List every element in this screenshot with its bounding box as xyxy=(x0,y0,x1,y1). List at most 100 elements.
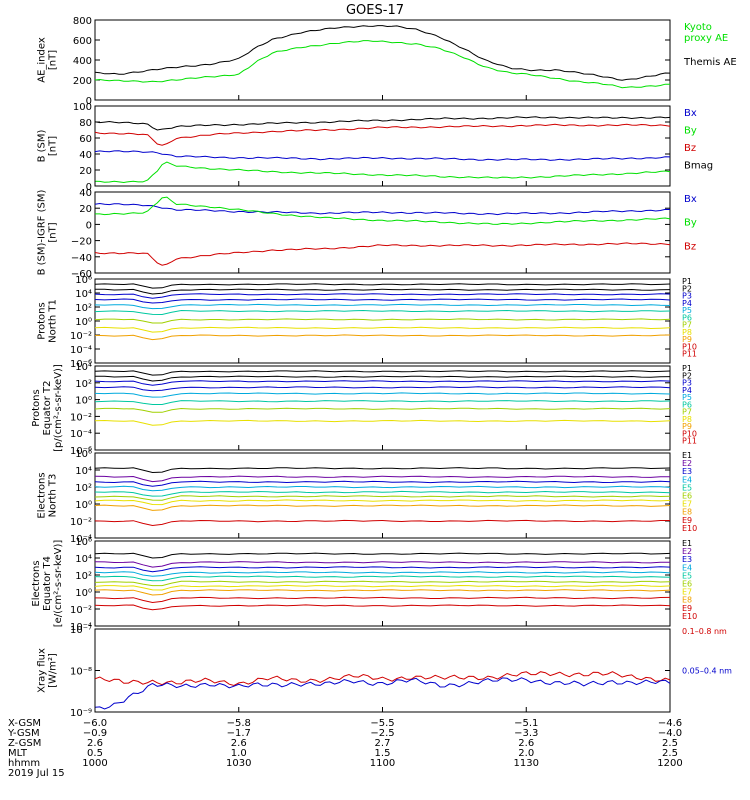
legend-label: Bx xyxy=(684,194,697,205)
y-tick-label: 40 xyxy=(79,150,92,161)
series-p3 xyxy=(94,293,671,299)
series-e6 xyxy=(94,580,671,587)
panel-pt2: 10⁴ 10² 10⁰ 10⁻² 10⁻⁴ 10⁻⁶ Protons Equator T2 [p… xyxy=(31,362,697,457)
legend-label: E5 xyxy=(682,483,692,492)
x-row-value: 1.5 xyxy=(375,748,391,759)
legend-label: P9 xyxy=(682,422,692,431)
series-e5 xyxy=(94,575,671,582)
x-row-value: 2.0 xyxy=(518,748,534,759)
y-tick-label: 10⁶ xyxy=(75,275,92,286)
y-tick-label: 400 xyxy=(73,56,92,67)
x-row-value: 2.6 xyxy=(518,738,534,749)
y-tick-label: 800 xyxy=(73,16,92,27)
legend-label: P11 xyxy=(682,437,697,446)
y-tick-label: 10⁴ xyxy=(75,362,92,373)
y-axis-label: B (SM) xyxy=(37,129,48,162)
y-tick-label: 10⁰ xyxy=(75,500,92,511)
y-tick-label: 10⁻⁴ xyxy=(70,622,92,633)
series-p6 xyxy=(94,309,671,316)
panel-pt1: 10⁶ 10⁴ 10² 10⁰ 10⁻² 10⁻⁴ 10⁻⁶ Protons North T1 P… xyxy=(37,275,698,370)
panel-frame xyxy=(94,19,671,101)
series-p7 xyxy=(94,407,671,413)
y-tick-label: 10² xyxy=(75,379,92,390)
series-e8 xyxy=(94,589,671,596)
y-tick-label: 100 xyxy=(73,102,92,113)
legend-label: E3 xyxy=(682,467,692,476)
legend-label: E7 xyxy=(682,588,692,597)
x-row-value: −5.1 xyxy=(514,718,538,729)
legend-label: E10 xyxy=(682,612,697,621)
legend-label: P9 xyxy=(682,335,692,344)
date-label: 2019 Jul 15 xyxy=(8,768,65,779)
series-bz xyxy=(94,242,671,266)
x-row-label: Y-GSM xyxy=(7,728,40,739)
legend-label: P5 xyxy=(682,393,692,402)
y-tick-label: 0 xyxy=(86,96,92,107)
y-tick-label: 10⁻⁶ xyxy=(70,446,92,457)
x-row-value: 1130 xyxy=(514,758,539,769)
y-tick-label: 20 xyxy=(79,166,92,177)
x-row-value: −3.3 xyxy=(514,728,538,739)
x-row-value: 1030 xyxy=(226,758,251,769)
y-tick-label: 10² xyxy=(75,483,92,494)
series-p8 xyxy=(94,419,671,426)
series-p6 xyxy=(94,400,671,405)
y-axis-label: North T1 xyxy=(48,299,59,343)
legend-label: P3 xyxy=(682,379,692,388)
y-tick-label: 10⁻² xyxy=(70,605,92,616)
x-row-label: MLT xyxy=(8,748,28,759)
x-row-value: −5.5 xyxy=(370,718,394,729)
x-row-value: 1100 xyxy=(370,758,395,769)
y-tick-label: 10⁰ xyxy=(75,317,92,328)
series-e1 xyxy=(94,467,671,474)
series-p5 xyxy=(94,303,671,310)
x-row-value: −0.9 xyxy=(83,728,107,739)
legend-label: E9 xyxy=(682,516,692,525)
series-p2 xyxy=(94,288,671,295)
figure-title: GOES-17 xyxy=(346,3,404,18)
y-tick-label: 10⁻² xyxy=(70,517,92,528)
y-tick-label: 40 xyxy=(79,188,92,199)
series-e9 xyxy=(94,596,671,604)
series-p4 xyxy=(94,386,671,392)
series-e5 xyxy=(94,490,671,497)
series-e2 xyxy=(94,561,671,568)
x-row-value: 1200 xyxy=(657,758,682,769)
legend-label: Bz xyxy=(684,143,696,154)
legend-label: 0.1–0.8 nm xyxy=(682,627,727,636)
y-axis-label: [p/(cm²-s-sr-keV)] xyxy=(53,364,64,452)
y-tick-label: 10⁰ xyxy=(75,588,92,599)
series-p7 xyxy=(94,318,671,324)
legend-label: P10 xyxy=(682,342,697,351)
y-tick-label: 20 xyxy=(79,204,92,215)
legend-label: P6 xyxy=(682,313,692,322)
series-by xyxy=(94,161,671,184)
legend-label: E2 xyxy=(682,459,692,468)
y-axis-label: Xray flux xyxy=(37,648,48,693)
panel-frame xyxy=(94,278,671,364)
x-row-value: 2.5 xyxy=(662,738,678,749)
y-tick-label: 10² xyxy=(75,303,92,314)
y-tick-label: 10⁰ xyxy=(75,396,92,407)
series-p8 xyxy=(94,326,671,333)
series-p1 xyxy=(94,283,671,289)
x-row-value: −4.6 xyxy=(658,718,682,729)
legend-label: E3 xyxy=(682,555,692,564)
y-axis-label: B (SM)-IGRF (SM) xyxy=(37,190,48,276)
legend-label: Bz xyxy=(684,241,696,252)
legend-label: P8 xyxy=(682,415,692,424)
x-row-value: 2.5 xyxy=(662,748,678,759)
legend-label: P1 xyxy=(682,364,692,373)
series-bx xyxy=(94,150,671,161)
series-p2 xyxy=(94,375,671,382)
legend-label: P11 xyxy=(682,350,697,359)
legend-label: P4 xyxy=(682,299,692,308)
series-p3 xyxy=(94,380,671,386)
legend-label: proxy AE xyxy=(684,33,728,44)
x-row-value: −6.0 xyxy=(83,718,107,729)
legend-label: P7 xyxy=(682,321,692,330)
y-axis-label: [nT] xyxy=(48,222,59,242)
series-e3 xyxy=(94,566,671,573)
